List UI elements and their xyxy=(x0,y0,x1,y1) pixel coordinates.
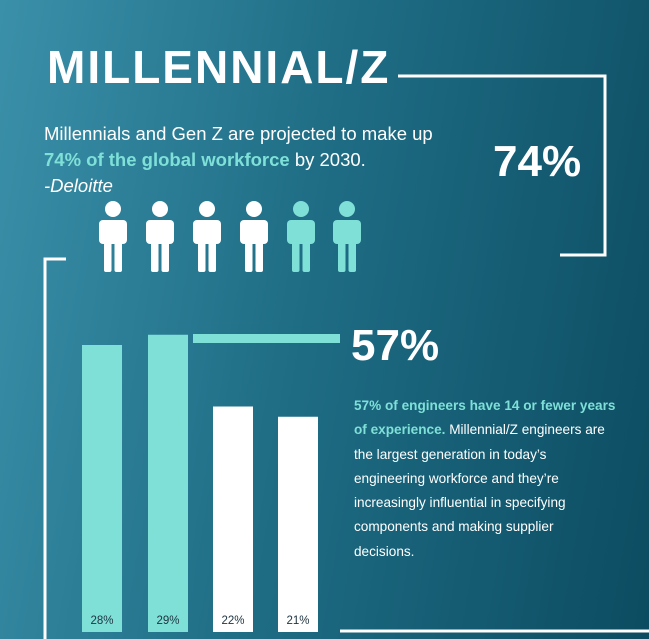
bar xyxy=(278,416,318,632)
value-label: 22% xyxy=(221,615,244,627)
source: -Deloitte xyxy=(44,175,113,196)
intro: Millennials and Gen Z are projected to m… xyxy=(44,121,474,199)
accent-bar xyxy=(193,334,340,343)
value-label: 29% xyxy=(156,615,179,627)
bar xyxy=(82,345,122,632)
frame xyxy=(43,74,649,639)
intro-text: by 2030. xyxy=(289,149,366,170)
detail-text: Millennial/Z engineers are the largest g… xyxy=(354,422,605,559)
people-icons xyxy=(99,201,361,272)
intro-highlight: 74% of the global workforce xyxy=(44,149,290,170)
intro-text: Millennials and Gen Z are projected to m… xyxy=(44,123,433,144)
value-label: 21% xyxy=(286,615,309,627)
value-label: 28% xyxy=(90,615,113,627)
detail: 57% of engineers have 14 or fewer years … xyxy=(354,394,616,564)
detail-highlight: 57% of engineers have 14 or fewer years … xyxy=(354,398,616,438)
title: MILLENNIAL/Z xyxy=(47,41,391,93)
stat: 74% xyxy=(493,137,582,186)
bar xyxy=(213,406,253,632)
bar xyxy=(148,334,188,632)
stat: 57% xyxy=(351,321,440,370)
